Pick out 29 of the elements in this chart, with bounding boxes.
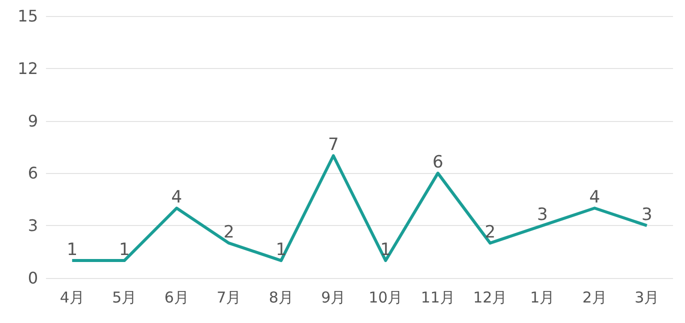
x-tick-label: 10月 [368, 288, 403, 306]
x-tick-label: 7月 [216, 288, 242, 306]
data-label: 1 [276, 240, 287, 260]
data-label: 4 [589, 188, 600, 208]
y-tick-label: 3 [28, 216, 38, 236]
x-tick-label: 9月 [321, 288, 346, 306]
y-tick-label: 12 [18, 58, 38, 78]
y-tick-label: 0 [28, 268, 38, 288]
x-tick-label: 2月 [582, 288, 607, 306]
data-label: 1 [118, 240, 130, 260]
data-label: 6 [432, 152, 444, 173]
data-label: 1 [66, 240, 78, 260]
x-tick-label: 11月 [420, 288, 455, 306]
data-label: 7 [328, 135, 339, 156]
x-tick-label: 6月 [164, 288, 189, 306]
x-tick-label: 12月 [473, 288, 508, 306]
data-label: 4 [171, 188, 182, 208]
data-label: 2 [223, 222, 234, 243]
y-tick-label: 9 [28, 111, 38, 130]
data-label: 3 [536, 205, 548, 226]
x-tick-label: 8月 [268, 288, 294, 306]
y-tick-label: 15 [18, 6, 38, 26]
x-tick-label: 3月 [634, 288, 660, 306]
y-tick-label: 6 [28, 164, 38, 183]
x-tick-label: 1月 [530, 288, 555, 306]
x-tick-label: 5月 [112, 288, 137, 306]
data-label: 2 [484, 222, 496, 243]
data-label: 3 [641, 205, 652, 226]
x-tick-label: 4月 [60, 288, 84, 306]
